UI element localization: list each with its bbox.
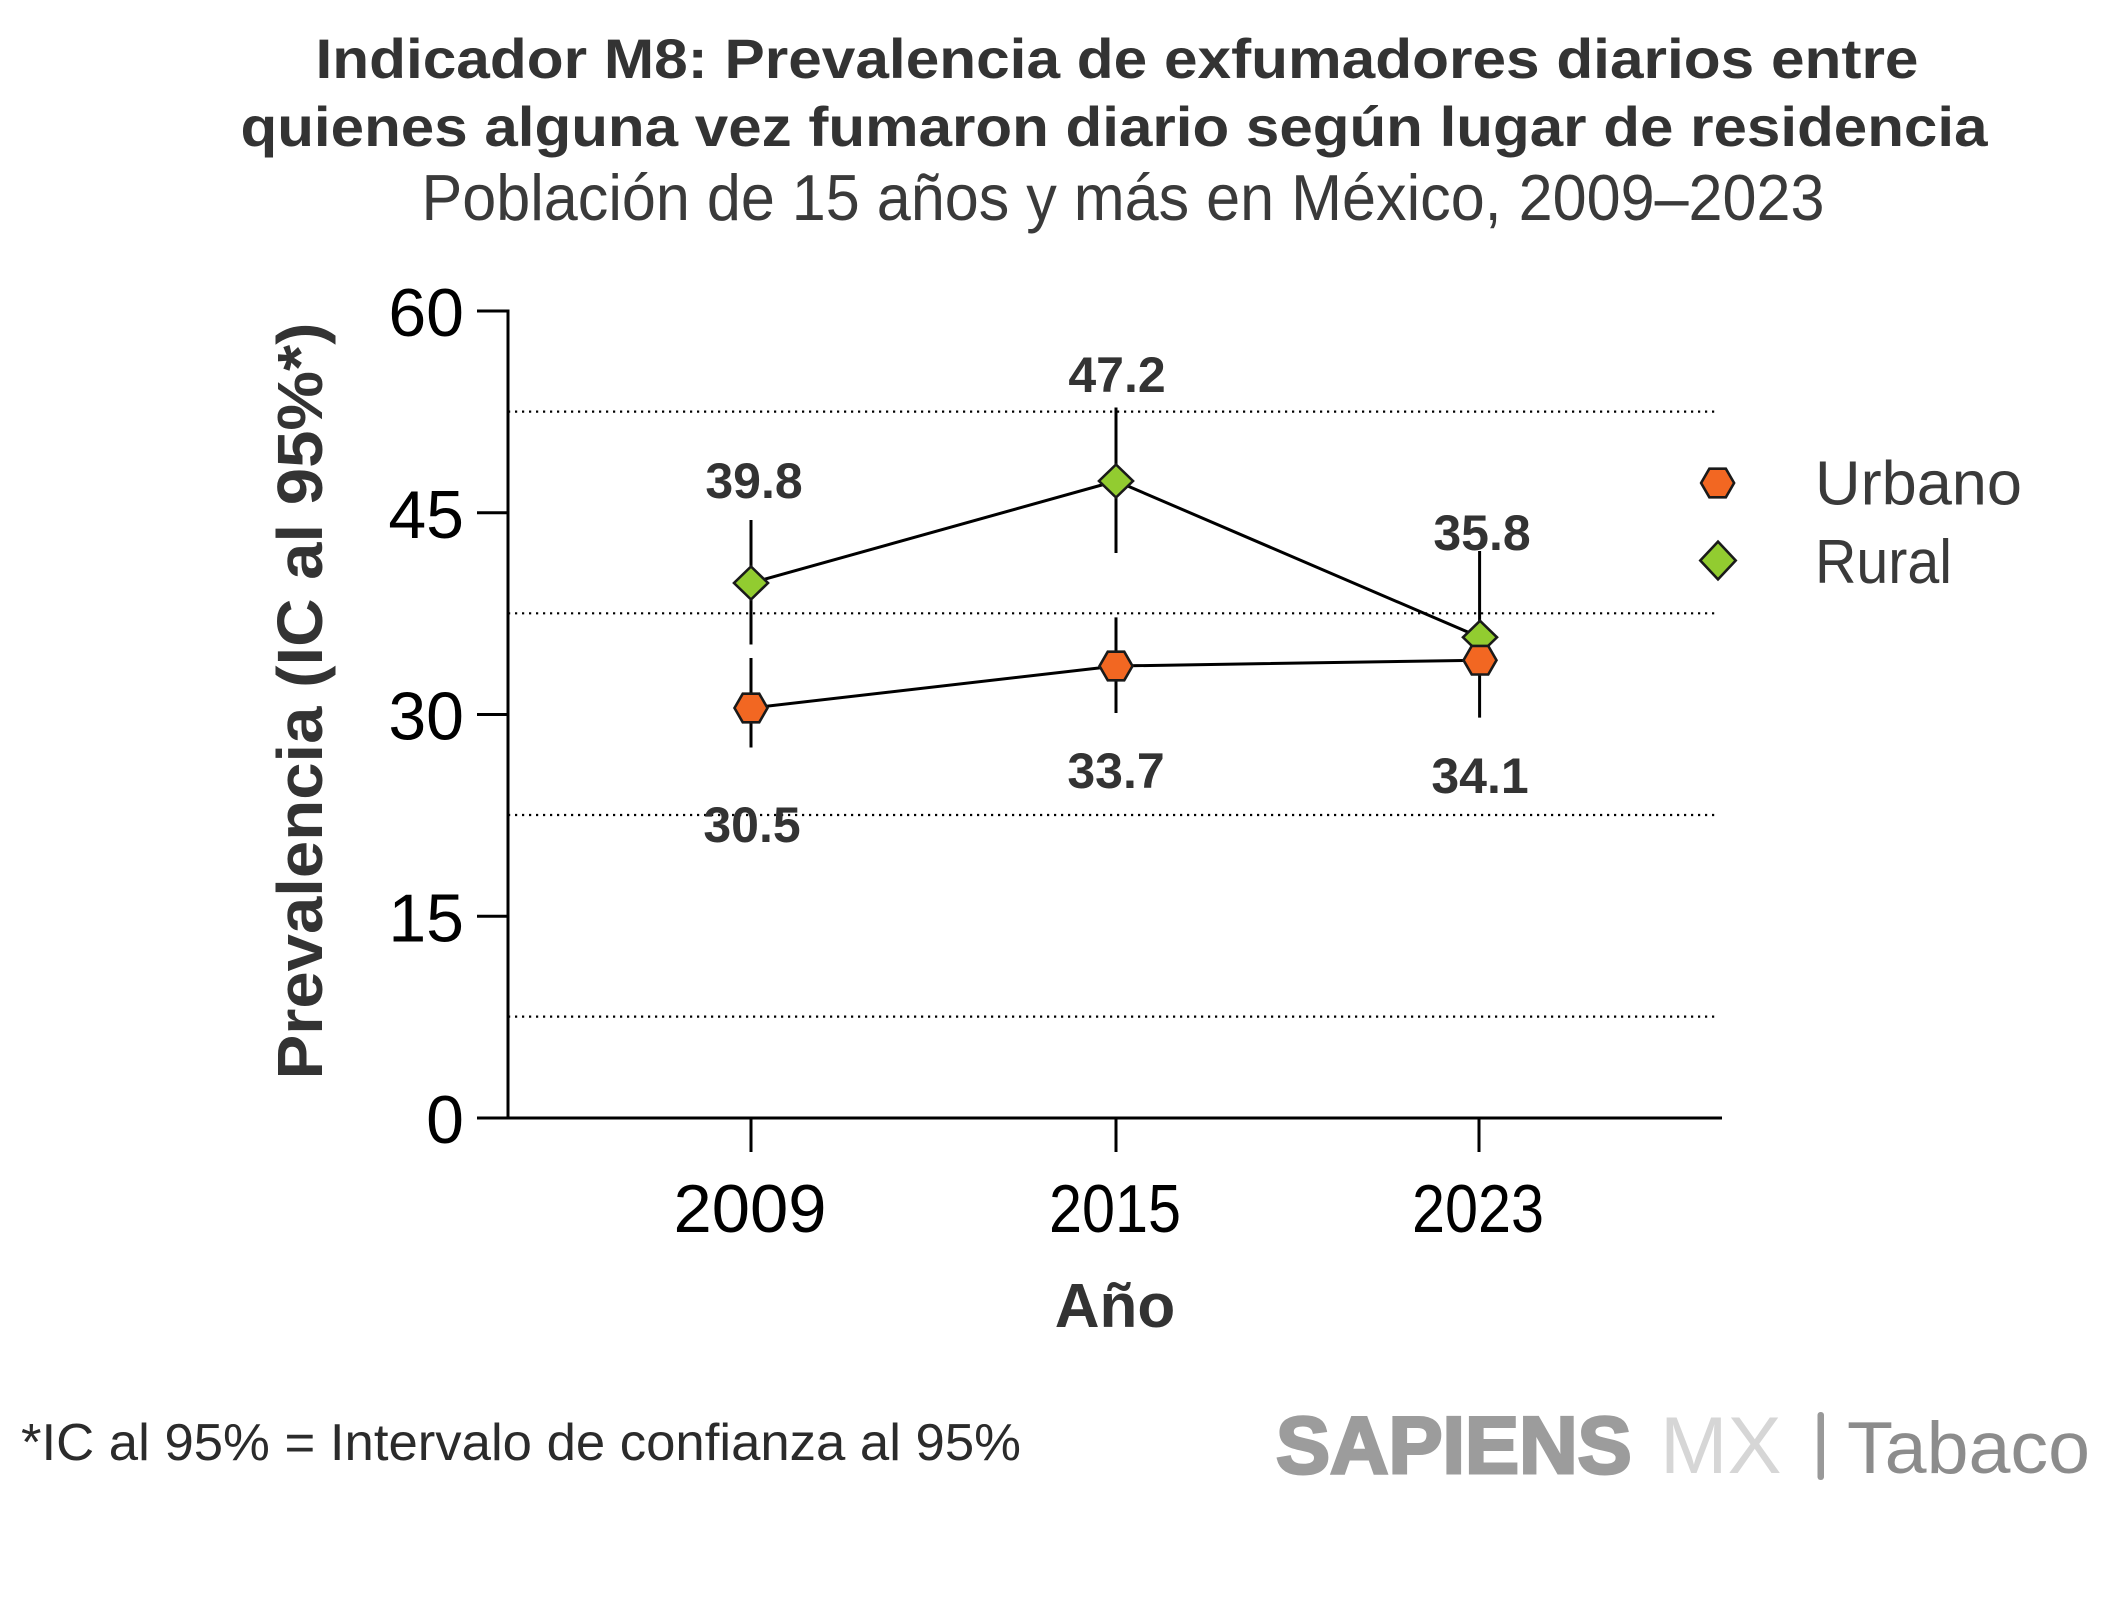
- svg-text:2009: 2009: [674, 1171, 827, 1247]
- svg-text:35.8: 35.8: [1433, 505, 1530, 561]
- svg-text:SAPIENS: SAPIENS: [1276, 1401, 1632, 1491]
- svg-text:30: 30: [388, 679, 464, 755]
- svg-text:Urbano: Urbano: [1815, 450, 2022, 519]
- svg-text:60: 60: [388, 275, 464, 351]
- svg-text:Indicador M8: Prevalencia de e: Indicador M8: Prevalencia de exfumadores…: [316, 27, 1919, 90]
- svg-text:Año: Año: [1055, 1272, 1176, 1341]
- svg-text:47.2: 47.2: [1068, 347, 1165, 403]
- svg-text:Rural: Rural: [1815, 528, 1952, 597]
- svg-text:39.8: 39.8: [705, 453, 802, 509]
- svg-text:15: 15: [388, 880, 464, 956]
- svg-text:33.7: 33.7: [1067, 743, 1164, 799]
- svg-text:Población de 15 años y más en: Población de 15 años y más en México, 20…: [422, 161, 1825, 234]
- svg-text:45: 45: [388, 477, 464, 553]
- svg-text:Tabaco: Tabaco: [1847, 1408, 2090, 1489]
- svg-text:quienes alguna vez fumaron dia: quienes alguna vez fumaron diario según …: [241, 95, 1989, 158]
- svg-text:*IC al 95% = Intervalo de conf: *IC al 95% = Intervalo de confianza al 9…: [21, 1414, 1021, 1472]
- svg-text:0: 0: [426, 1082, 464, 1158]
- svg-text:34.1: 34.1: [1431, 748, 1528, 804]
- svg-text:30.5: 30.5: [703, 797, 800, 853]
- svg-text:Prevalencia (IC al 95%*): Prevalencia (IC al 95%*): [264, 323, 336, 1080]
- svg-text:2015: 2015: [1049, 1171, 1181, 1247]
- svg-text:2023: 2023: [1412, 1171, 1544, 1247]
- svg-text:MX: MX: [1660, 1401, 1782, 1491]
